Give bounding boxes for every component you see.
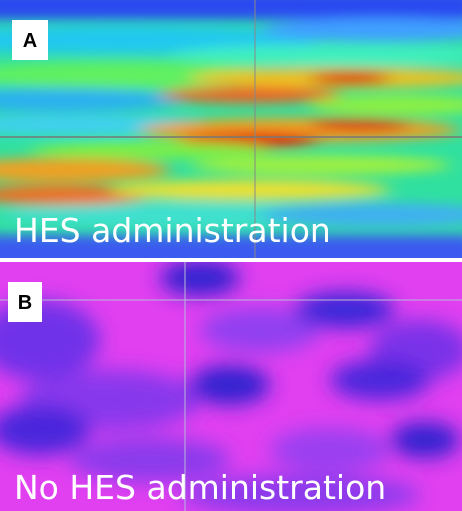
figure: A HES administration B No HES administra… xyxy=(0,0,462,511)
panel-caption: HES administration xyxy=(14,211,331,250)
panel-caption: No HES administration xyxy=(14,468,386,507)
page: A HES administration B No HES administra… xyxy=(0,0,462,511)
panel-label: B xyxy=(18,292,32,314)
panel-label: A xyxy=(23,30,37,52)
